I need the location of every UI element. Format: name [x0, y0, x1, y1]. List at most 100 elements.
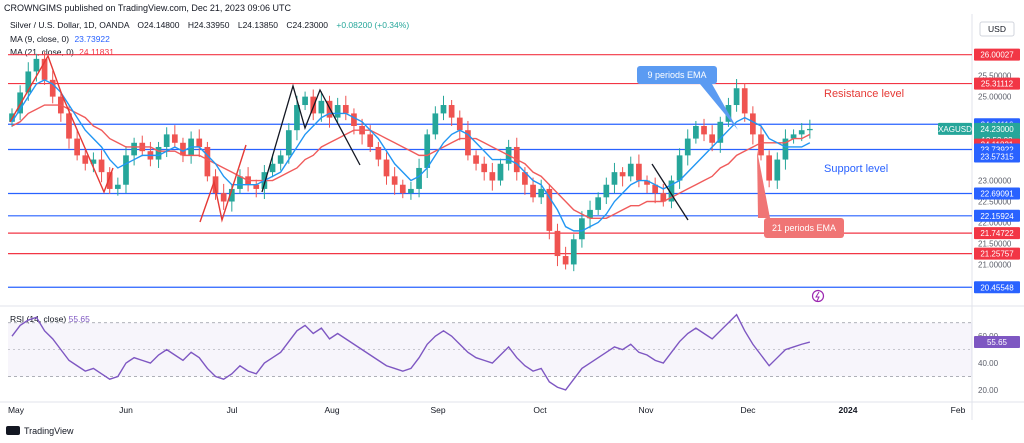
candle-body	[66, 113, 72, 139]
ema9-callout-label: 9 periods EMA	[647, 70, 706, 80]
footer-brand[interactable]: TradingView	[6, 426, 74, 436]
candle-body	[741, 88, 748, 114]
ema9-callout-pointer	[700, 84, 738, 130]
ema21-callout-label: 21 periods EMA	[772, 223, 836, 233]
price-tag-label: 22.15924	[980, 212, 1014, 221]
y-tick-label: 23.00000	[978, 177, 1012, 186]
change-value: +0.08200 (+0.34%)	[336, 20, 410, 30]
candle-body	[497, 163, 504, 181]
ema21-callout-pointer	[757, 150, 770, 218]
x-tick-label: Nov	[638, 405, 654, 415]
candle-body	[693, 126, 699, 139]
candle-body	[17, 92, 23, 114]
price-tag-label: 21.25757	[980, 250, 1014, 259]
candle-body	[733, 88, 740, 106]
symbol-title: Silver / U.S. Dollar, 1D, OANDA	[10, 20, 130, 30]
x-tick-label: Jul	[227, 405, 238, 415]
candle-body	[676, 155, 683, 181]
candle-body	[123, 155, 129, 185]
candle-body	[440, 105, 447, 114]
open-value: O24.14800	[137, 20, 180, 30]
ema9-callout-box	[637, 66, 717, 84]
candle-body	[237, 176, 243, 189]
x-tick-label: May	[8, 405, 25, 415]
candle-body	[171, 134, 178, 143]
candle-body	[684, 138, 691, 156]
black-zigzag-line	[261, 83, 361, 193]
price-tag-label: 23.73922	[980, 146, 1014, 155]
close-value: C24.23000	[286, 20, 328, 30]
candle-body	[473, 155, 479, 164]
candle-body	[570, 239, 577, 265]
candle-body	[782, 138, 789, 160]
candle-body	[383, 159, 390, 177]
y-tick-label: 22.00000	[978, 218, 1012, 227]
candle-body	[180, 142, 186, 156]
candle-body	[277, 155, 284, 164]
x-tick-label: 2024	[839, 405, 858, 415]
candle-body	[619, 172, 626, 177]
candle-body	[90, 159, 97, 164]
candle-body	[766, 155, 773, 181]
candle-body	[717, 121, 724, 143]
candle-body	[774, 159, 781, 181]
x-tick-label: Jun	[119, 405, 133, 415]
candle-body	[798, 130, 805, 135]
candle-body	[41, 58, 48, 80]
x-tick-label: Aug	[324, 405, 339, 415]
candle-body	[98, 159, 105, 173]
ma9-label: MA (9, close, 0)	[10, 34, 70, 44]
candle-body	[611, 172, 618, 185]
tradingview-logo-icon	[6, 426, 20, 435]
candle-body	[758, 134, 764, 156]
candle-body	[342, 105, 349, 114]
low-value: L24.13850	[237, 20, 279, 30]
price-tag-label: 25.31112	[981, 80, 1014, 89]
candle-body	[481, 163, 488, 173]
candle-body	[522, 172, 528, 185]
y-tick-label: 25.50000	[978, 72, 1012, 81]
candle-body	[587, 209, 593, 219]
price-tag-label: 23.57315	[980, 152, 1014, 161]
price-tag	[974, 150, 1020, 163]
candle-body	[807, 128, 813, 131]
candle-body	[131, 142, 137, 156]
candle-body	[269, 163, 276, 173]
candle-body	[367, 134, 374, 147]
rsi-tick-label: 40.00	[978, 359, 999, 368]
price-tag-label: 22.69091	[980, 190, 1014, 199]
legend-ma9[interactable]: MA (9, close, 0) 23.73922	[10, 34, 110, 44]
candle-body	[562, 256, 569, 265]
candle-body	[375, 146, 382, 160]
candle-body	[709, 134, 716, 143]
rsi-line	[11, 313, 811, 391]
candle-body	[790, 134, 797, 139]
alert-lightning-icon	[811, 289, 825, 303]
candle-body	[318, 100, 325, 114]
price-tag	[974, 122, 1020, 135]
candle-body	[351, 113, 357, 126]
candle-body	[204, 146, 211, 177]
x-tick-label: Sep	[430, 405, 445, 415]
price-tag	[974, 281, 1020, 294]
candle-body	[603, 184, 610, 198]
candle-body	[310, 96, 317, 114]
candle-body	[155, 146, 162, 160]
candle-body	[399, 184, 406, 194]
legend-symbol: Silver / U.S. Dollar, 1D, OANDA O24.1480…	[10, 20, 409, 30]
support-level-label: Support level	[824, 163, 888, 175]
rsi-value-tag-label: 55.65	[987, 338, 1008, 347]
candle-body	[294, 105, 300, 131]
legend-ma21[interactable]: MA (21, close, 0) 24.11831	[10, 47, 114, 57]
candle-body	[33, 58, 40, 72]
rsi-tick-label: 20.00	[978, 386, 999, 395]
candle-body	[652, 184, 659, 194]
candle-body	[448, 105, 455, 118]
ma9-value: 23.73922	[74, 34, 110, 44]
candle-body	[546, 188, 553, 231]
candle-body	[660, 193, 667, 202]
candle-body	[285, 130, 292, 156]
resistance-level-label: Resistance level	[824, 88, 904, 100]
ma21-value: 24.11831	[79, 47, 114, 57]
